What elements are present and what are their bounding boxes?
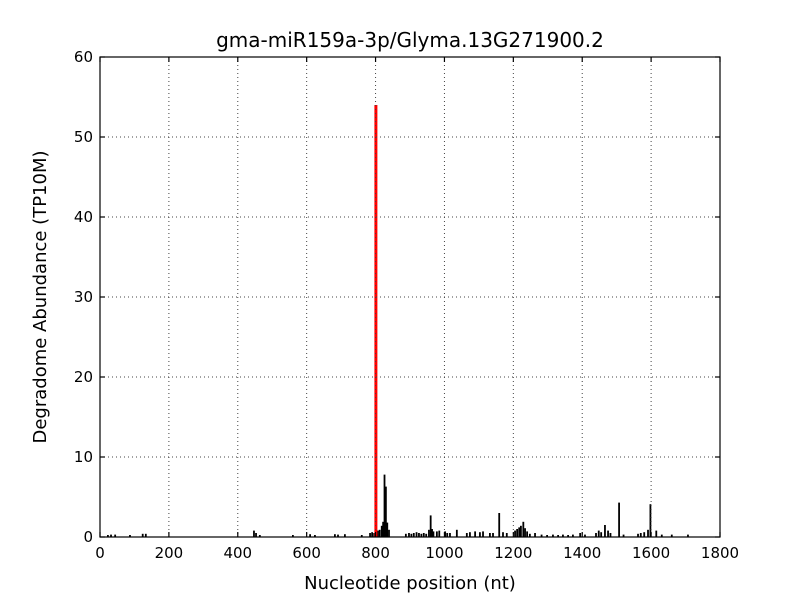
chart-title: gma-miR159a-3p/Glyma.13G271900.2 (216, 28, 604, 52)
y-tick-label: 0 (83, 528, 93, 546)
x-tick-label: 1200 (494, 544, 532, 562)
x-tick-label: 600 (292, 544, 321, 562)
x-tick-label: 1600 (632, 544, 670, 562)
x-tick-label: 1800 (701, 544, 739, 562)
x-tick-label: 1000 (425, 544, 463, 562)
plot-area: 0 200 400 600 800 1000 1200 1400 1600 1800 0 10 20 30… (74, 48, 739, 562)
y-tick-label: 10 (74, 448, 93, 466)
x-tick-label: 200 (155, 544, 184, 562)
x-axis-label: Nucleotide position (nt) (304, 573, 516, 594)
y-tick-label: 30 (74, 288, 93, 306)
y-axis-label: Degradome Abundance (TP10M) (30, 150, 51, 443)
x-tick-label: 400 (223, 544, 252, 562)
y-tick-label: 20 (74, 368, 93, 386)
x-tick-label: 800 (361, 544, 390, 562)
x-tick-label: 0 (95, 544, 105, 562)
y-tick-label: 60 (74, 48, 93, 66)
y-tick-label: 40 (74, 208, 93, 226)
y-tick-label: 50 (74, 128, 93, 146)
x-tick-label: 1400 (563, 544, 601, 562)
